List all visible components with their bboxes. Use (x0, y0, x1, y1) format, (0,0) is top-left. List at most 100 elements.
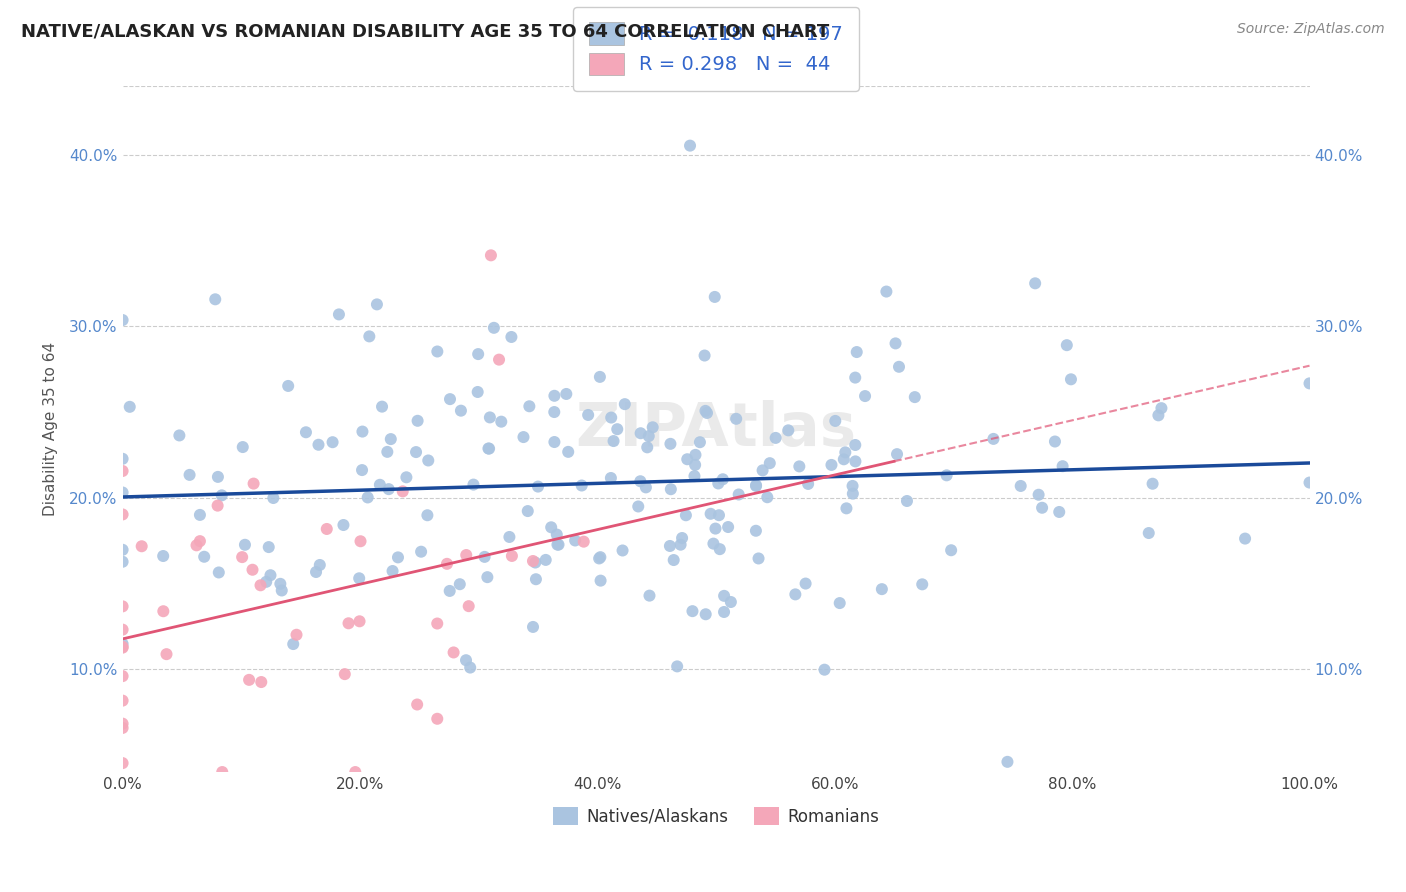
Point (557, 445, 579, 459)
Point (482, 321, 505, 335)
Point (474, 549, 496, 564)
Point (589, 574, 612, 588)
Point (534, 553, 557, 567)
Point (630, 426, 652, 441)
Point (188, 508, 211, 522)
Point (886, 447, 908, 461)
Point (315, 522, 337, 536)
Point (111, 623, 134, 637)
Point (456, 548, 478, 562)
Point (524, 556, 547, 570)
Point (477, 570, 499, 584)
Point (188, 534, 211, 549)
Point (682, 604, 704, 618)
Point (111, 640, 134, 654)
Point (328, 307, 350, 321)
Point (637, 429, 659, 443)
Point (887, 359, 910, 374)
Point (231, 550, 253, 565)
Point (756, 490, 779, 504)
Point (467, 384, 489, 399)
Point (233, 538, 256, 552)
Point (693, 349, 716, 363)
Point (699, 507, 721, 521)
Point (638, 589, 661, 603)
Point (935, 468, 957, 483)
Point (349, 534, 371, 549)
Point (1010, 479, 1032, 493)
Point (333, 667, 356, 681)
Point (634, 480, 657, 494)
Point (416, 508, 439, 523)
Point (589, 370, 612, 384)
Point (418, 453, 440, 467)
Point (454, 653, 477, 667)
Point (576, 408, 599, 422)
Point (169, 428, 191, 442)
Point (683, 469, 706, 483)
Point (186, 538, 208, 552)
Point (713, 605, 735, 619)
Point (522, 554, 544, 568)
Point (111, 451, 134, 466)
Point (832, 452, 855, 467)
Point (844, 454, 866, 468)
Point (262, 491, 284, 505)
Point (366, 297, 388, 311)
Point (725, 412, 748, 426)
Point (478, 410, 501, 425)
Point (283, 637, 305, 651)
Point (853, 389, 876, 403)
Point (844, 438, 866, 452)
Point (911, 577, 934, 591)
Point (745, 524, 768, 538)
Point (347, 571, 370, 585)
Point (720, 595, 742, 609)
Point (546, 538, 568, 552)
Point (546, 527, 568, 541)
Point (1142, 476, 1164, 491)
Point (111, 313, 134, 327)
Point (543, 405, 565, 419)
Point (152, 604, 174, 618)
Y-axis label: Disability Age 35 to 64: Disability Age 35 to 64 (44, 343, 58, 516)
Point (371, 400, 394, 414)
Point (380, 432, 402, 446)
Legend: Natives/Alaskans, Romanians: Natives/Alaskans, Romanians (547, 801, 886, 832)
Point (845, 345, 868, 359)
Point (602, 434, 624, 448)
Point (359, 329, 381, 343)
Point (527, 479, 550, 493)
Point (1043, 434, 1066, 449)
Point (111, 508, 134, 522)
Point (628, 475, 651, 489)
Point (844, 370, 866, 384)
Point (439, 583, 461, 598)
Point (295, 425, 318, 440)
Point (820, 458, 842, 472)
Point (111, 599, 134, 614)
Point (666, 659, 689, 673)
Point (111, 716, 134, 731)
Point (477, 442, 499, 456)
Point (1028, 488, 1050, 502)
Point (249, 578, 271, 592)
Point (131, 539, 153, 553)
Point (671, 531, 693, 545)
Point (547, 538, 569, 552)
Point (1298, 475, 1320, 490)
Point (242, 476, 264, 491)
Point (357, 491, 380, 505)
Point (778, 423, 800, 437)
Point (627, 500, 650, 514)
Point (1024, 277, 1046, 291)
Point (785, 587, 807, 601)
Point (794, 576, 817, 591)
Point (155, 647, 177, 661)
Point (406, 698, 429, 712)
Text: Source: ZipAtlas.com: Source: ZipAtlas.com (1237, 22, 1385, 37)
Point (111, 693, 134, 707)
Point (939, 543, 962, 558)
Point (391, 484, 413, 499)
Point (572, 534, 595, 549)
